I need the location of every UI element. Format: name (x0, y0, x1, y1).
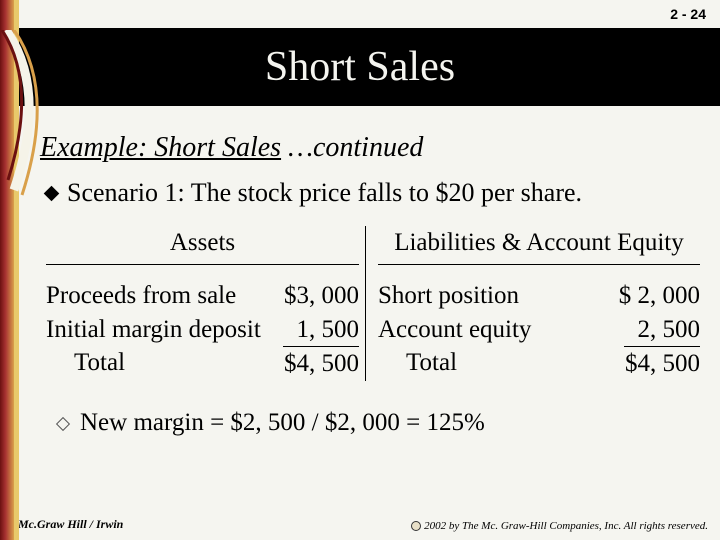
row-label: Initial margin deposit (46, 313, 269, 347)
row-label: Proceeds from sale (46, 279, 269, 313)
row-value: $3, 000 (269, 279, 359, 313)
content-area: Example: Short Sales …continued Scenario… (40, 132, 708, 437)
example-suffix: …continued (281, 132, 423, 163)
row-value: 1, 500 (269, 313, 359, 347)
footer-publisher: Mc.Graw Hill / Irwin (18, 517, 123, 532)
total-label: Total (378, 346, 610, 381)
swoosh-icon (0, 30, 60, 210)
slide-title: Short Sales (265, 43, 455, 91)
scenario-text: Scenario 1: The stock price falls to $20… (67, 178, 582, 207)
liabilities-header: Liabilities & Account Equity (378, 226, 700, 265)
example-prefix: Example: Short Sales (40, 132, 281, 163)
balance-sheet-table: Assets Proceeds from sale $3, 000 Initia… (40, 226, 708, 381)
row-value: 2, 500 (610, 313, 700, 347)
table-row: Short position $ 2, 000 (378, 279, 700, 313)
liabilities-column: Liabilities & Account Equity Short posit… (366, 226, 706, 381)
total-value: $4, 500 (610, 346, 700, 381)
total-value: $4, 500 (269, 346, 359, 381)
side-accent-graphic (0, 0, 32, 540)
footer: Mc.Graw Hill / Irwin 2002 by The Mc. Gra… (18, 517, 708, 532)
table-row: Account equity 2, 500 (378, 313, 700, 347)
new-margin-text: New margin = $2, 500 / $2, 000 = 125% (80, 409, 485, 436)
row-value: $ 2, 000 (610, 279, 700, 313)
page-number: 2 - 24 (670, 6, 706, 22)
table-row: Proceeds from sale $3, 000 (46, 279, 359, 313)
example-heading: Example: Short Sales …continued (40, 132, 708, 164)
row-label: Account equity (378, 313, 610, 347)
table-row: Initial margin deposit 1, 500 (46, 313, 359, 347)
scenario-line: Scenario 1: The stock price falls to $20… (40, 178, 708, 208)
table-total-row: Total $4, 500 (378, 346, 700, 381)
row-label: Short position (378, 279, 610, 313)
copyright-icon (411, 521, 421, 531)
total-label: Total (46, 346, 269, 381)
new-margin-line: New margin = $2, 500 / $2, 000 = 125% (40, 409, 708, 437)
assets-header: Assets (46, 226, 359, 265)
outline-diamond-bullet-icon (56, 417, 70, 431)
title-bar: Short Sales (0, 28, 720, 106)
footer-copyright: 2002 by The Mc. Graw-Hill Companies, Inc… (411, 520, 708, 532)
table-total-row: Total $4, 500 (46, 346, 359, 381)
assets-column: Assets Proceeds from sale $3, 000 Initia… (40, 226, 366, 381)
